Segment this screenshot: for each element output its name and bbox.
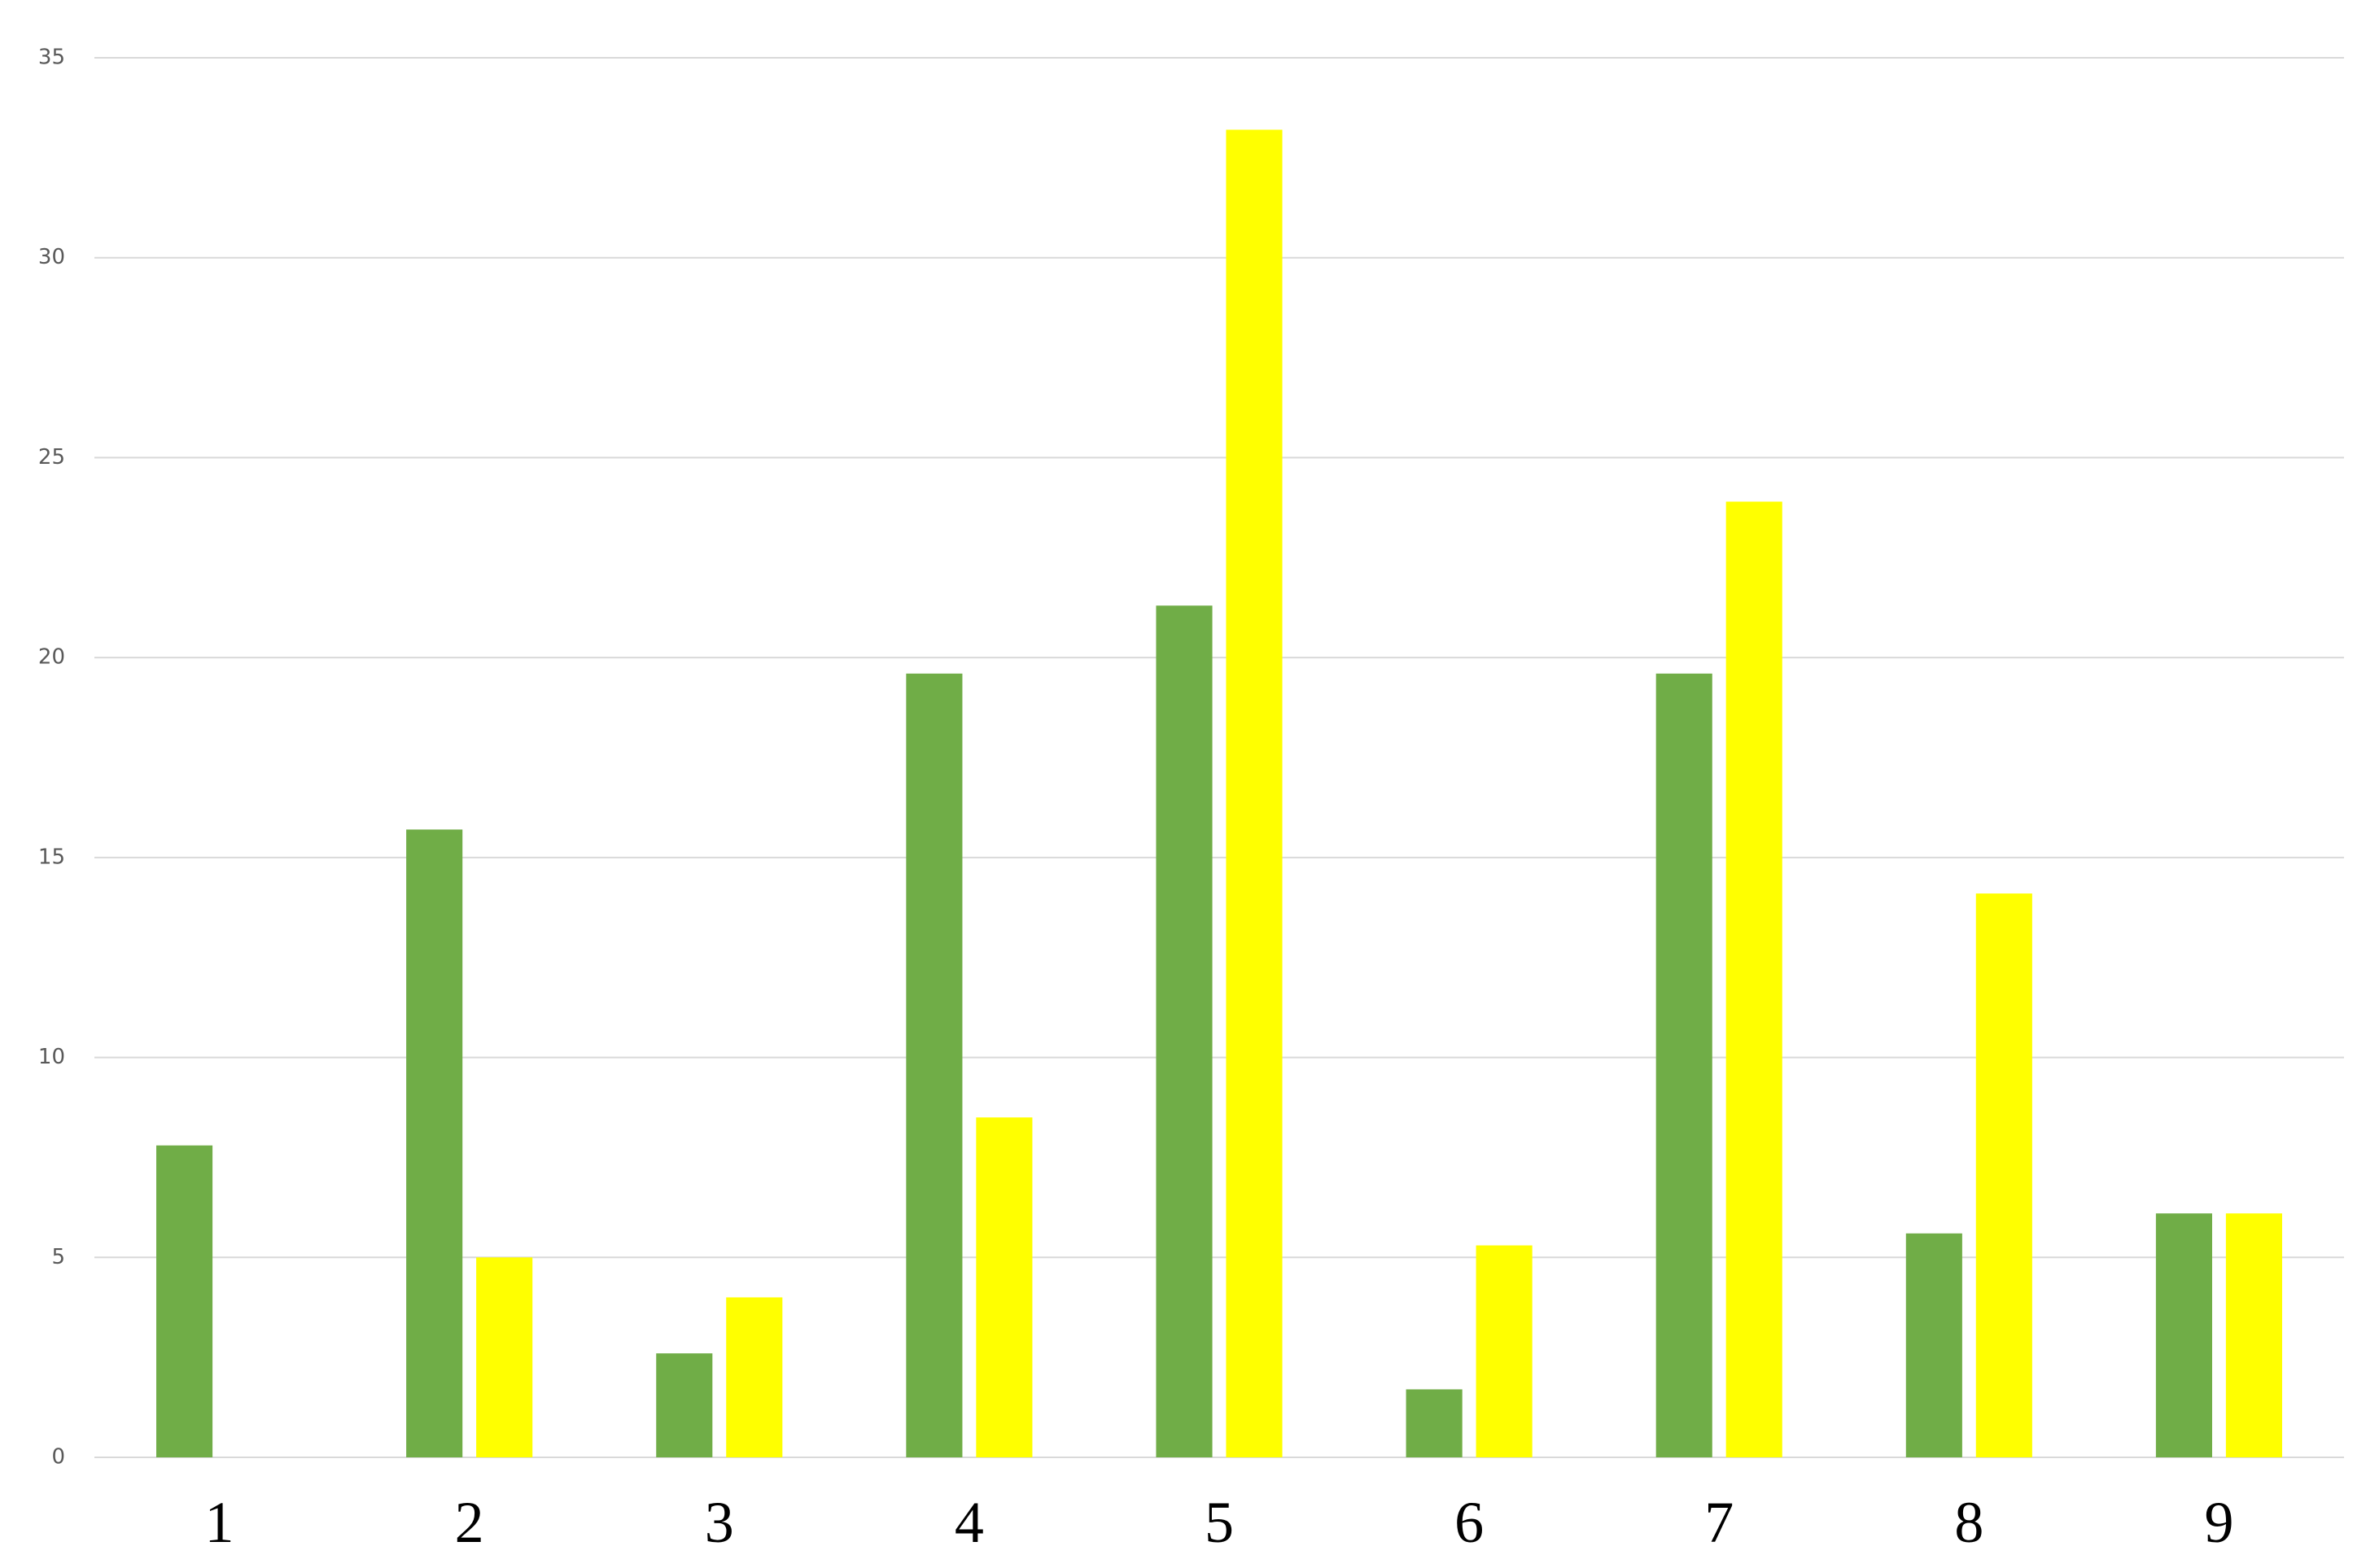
bar <box>1156 605 1213 1458</box>
bar <box>1476 1245 1533 1457</box>
bar <box>726 1297 783 1457</box>
bar <box>156 1145 213 1457</box>
y-tick-label: 25 <box>38 445 65 470</box>
y-tick-label: 30 <box>38 245 65 269</box>
bar <box>1655 673 1712 1457</box>
y-tick-label: 5 <box>51 1245 65 1269</box>
y-tick-label: 0 <box>51 1445 65 1470</box>
bar <box>1725 501 1782 1457</box>
bar <box>906 673 963 1457</box>
y-tick-label: 35 <box>38 46 65 70</box>
x-tick-label: 1 <box>205 1490 234 1555</box>
bar <box>1975 893 2032 1457</box>
bar <box>406 829 463 1457</box>
x-tick-label: 8 <box>1954 1490 1983 1555</box>
x-tick-label: 6 <box>1454 1490 1484 1555</box>
x-tick-label: 7 <box>1704 1490 1734 1555</box>
bar <box>1406 1389 1463 1457</box>
x-tick-label: 3 <box>705 1490 734 1555</box>
bar <box>976 1117 1033 1457</box>
bar <box>2155 1213 2212 1457</box>
x-tick-label: 5 <box>1205 1490 1234 1555</box>
x-tick-label: 4 <box>955 1490 984 1555</box>
x-tick-label: 9 <box>2204 1490 2233 1555</box>
y-tick-label: 20 <box>38 645 65 670</box>
bar <box>476 1257 533 1457</box>
bar <box>1226 129 1283 1457</box>
bar <box>2225 1213 2282 1457</box>
bar <box>1905 1233 1962 1457</box>
bar <box>656 1353 713 1457</box>
x-tick-label: 2 <box>455 1490 484 1555</box>
y-tick-label: 10 <box>38 1045 65 1069</box>
y-tick-label: 15 <box>38 845 65 869</box>
